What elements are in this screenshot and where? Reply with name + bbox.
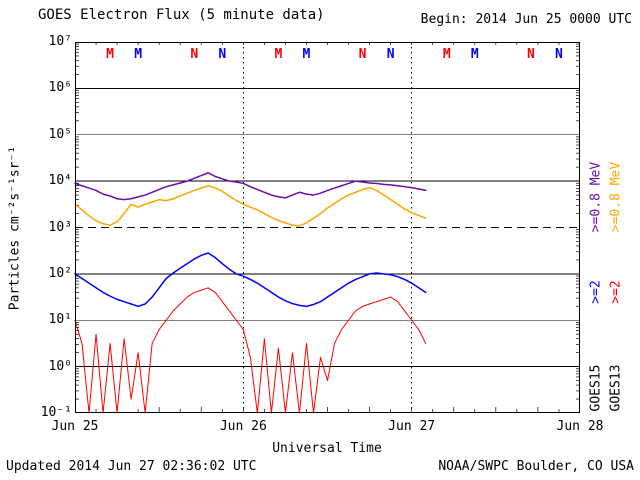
series-line-goes15-ge2mev: [74, 252, 427, 308]
series-line-goes13-ge2mev: [74, 287, 427, 414]
x-tick-label: Jun 25: [51, 419, 99, 434]
y-tick-label: 10¹: [48, 312, 72, 328]
satellite-midnight-marker: M: [303, 47, 311, 62]
begin-timestamp: Begin: 2014 Jun 25 0000 UTC: [420, 12, 632, 27]
chart-title: GOES Electron Flux (5 minute data): [38, 7, 325, 23]
legend-label-goes13-2: GOES13: [608, 364, 624, 412]
satellite-midnight-marker: M: [443, 47, 451, 62]
x-axis-label: Universal Time: [272, 441, 382, 456]
y-axis-label: Particles cm⁻²s⁻¹sr⁻¹: [7, 145, 23, 311]
legend-label-goes15-2: GOES15: [588, 364, 604, 412]
satellite-noon-marker: N: [190, 47, 198, 62]
y-tick-label: 10³: [48, 219, 72, 235]
satellite-noon-marker: N: [218, 47, 226, 62]
satellite-midnight-marker: M: [471, 47, 479, 62]
y-tick-label: 10⁰: [48, 358, 72, 374]
y-tick-label: 10⁵: [48, 126, 72, 142]
updated-timestamp: Updated 2014 Jun 27 02:36:02 UTC: [6, 459, 257, 474]
series-line-goes13-ge08mev: [74, 185, 427, 227]
plot-border: [75, 42, 580, 413]
satellite-noon-marker: N: [359, 47, 367, 62]
x-tick-label: Jun 28: [556, 419, 604, 434]
legend-label-goes13-1: >=2: [608, 280, 624, 304]
y-tick-label: 10⁶: [48, 80, 72, 96]
series-line-goes15-ge08mev: [74, 172, 427, 201]
satellite-midnight-marker: M: [274, 47, 282, 62]
legend-label-goes15-0: >=0.8 MeV: [588, 161, 604, 233]
satellite-noon-marker: N: [555, 47, 563, 62]
y-tick-label: 10⁴: [48, 173, 72, 189]
satellite-midnight-marker: M: [106, 47, 114, 62]
x-tick-label: Jun 27: [388, 419, 436, 434]
legend-label-goes13-0: >=0.8 MeV: [608, 161, 624, 233]
legend-label-goes15-1: >=2: [588, 280, 604, 304]
credit-label: NOAA/SWPC Boulder, CO USA: [438, 459, 634, 474]
y-tick-label: 10⁻¹: [40, 405, 72, 420]
satellite-noon-marker: N: [387, 47, 395, 62]
y-tick-label: 10⁷: [48, 34, 72, 49]
y-tick-label: 10²: [48, 265, 72, 281]
x-tick-label: Jun 26: [219, 419, 267, 434]
satellite-midnight-marker: M: [134, 47, 142, 62]
satellite-noon-marker: N: [527, 47, 535, 62]
